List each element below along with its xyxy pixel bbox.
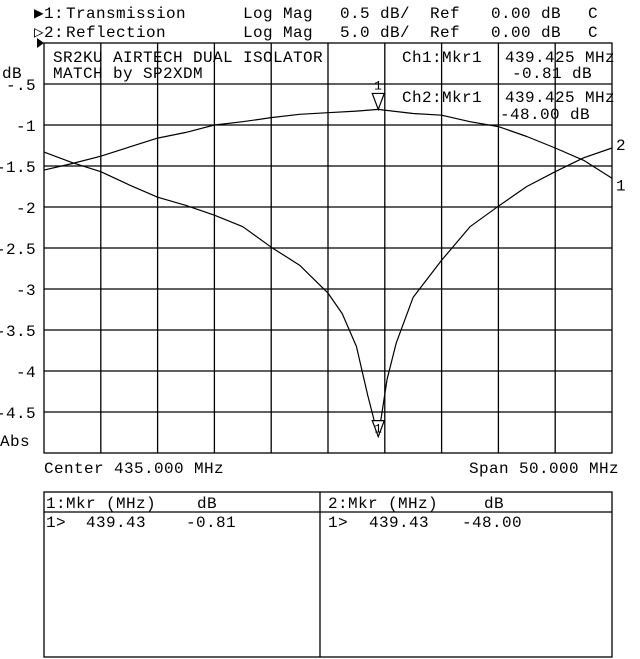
trace-end-label: 1: [616, 177, 626, 195]
channel-1-header: ▶1: Transmission Log Mag 0.5 dB/ Ref 0.0…: [34, 5, 598, 23]
ch1-table-row-freq: 439.43: [86, 514, 146, 532]
title-line-2: MATCH by SP2XDM: [53, 65, 203, 83]
ch1-table-row-db: -0.81: [186, 514, 236, 532]
marker-triangle-icon[interactable]: [371, 92, 386, 112]
channel-1-ref-label: Ref: [430, 5, 460, 23]
reference-position-arrow-icon: [37, 38, 44, 48]
trace-transmission: [43, 108, 613, 179]
y-tick-label: -3.5: [0, 323, 36, 341]
span-frequency: Span 50.000 MHz: [469, 460, 619, 478]
channel-2-indicator: ▷2:: [34, 24, 64, 42]
ch1-marker-freq: 439.425 MHz: [505, 49, 615, 67]
y-tick-label: -4.5: [0, 405, 36, 423]
channel-2-scale: 5.0 dB/: [340, 24, 410, 42]
center-frequency: Center 435.000 MHz: [44, 460, 224, 478]
channel-2-name: Reflection: [66, 24, 166, 42]
y-tick-label: -1: [16, 118, 36, 136]
ch2-table-row-freq: 439.43: [369, 514, 429, 532]
display-mode-label: Abs: [0, 433, 30, 451]
trace-end-label: 2: [616, 137, 626, 155]
ch2-marker-label: Ch2:Mkr1: [402, 89, 482, 107]
marker-number-label: 1: [374, 78, 382, 93]
marker-table: 1:Mkr (MHz) dB 1> 439.43 -0.81 2:Mkr (MH…: [43, 491, 613, 658]
channel-1-flag: C: [588, 5, 598, 23]
trace-reflection: [43, 147, 613, 438]
ch2-table-row-db: -48.00: [462, 514, 522, 532]
ch2-marker-freq: 439.425 MHz: [505, 89, 615, 107]
ch1-marker-label: Ch1:Mkr1: [402, 49, 482, 67]
marker-table-frame: [43, 491, 613, 658]
ch2-table-row-id: 1>: [328, 514, 348, 532]
y-tick-label: -2: [16, 200, 36, 218]
channel-1-indicator: ▶1:: [34, 5, 64, 23]
title-line-1: SR2KU AIRTECH DUAL ISOLATOR: [53, 49, 323, 67]
y-tick-label: -3: [16, 282, 36, 300]
channel-2-ref-label: Ref: [430, 24, 460, 42]
y-tick-label: -2.5: [0, 241, 36, 259]
channel-1-name: Transmission: [66, 5, 186, 23]
ch2-table-header-mkr: 2:Mkr (MHz): [328, 495, 438, 513]
marker-number-label: 1: [374, 422, 382, 437]
plot-grid: [43, 42, 613, 454]
channel-2-flag: C: [588, 24, 598, 42]
ch1-marker-value: -0.81 dB: [512, 65, 592, 83]
traces: 1 1 2 1: [43, 78, 626, 439]
marker-triangle-icon[interactable]: [371, 420, 386, 439]
channel-1-format: Log Mag: [243, 5, 313, 23]
y-tick-label: -.5: [6, 77, 36, 95]
y-tick-label: -4: [16, 364, 36, 382]
y-axis-unit: dB: [2, 65, 22, 83]
y-tick-label: -1.5: [0, 159, 36, 177]
ch1-table-header-mkr: 1:Mkr (MHz): [46, 495, 156, 513]
channel-2-ref: 0.00 dB: [491, 24, 561, 42]
ch2-marker-value: -48.00 dB: [500, 106, 590, 124]
channel-2-format: Log Mag: [243, 24, 313, 42]
ch1-table-header-db: dB: [197, 495, 217, 513]
ch2-table-header-db: dB: [484, 495, 504, 513]
y-axis-tick-labels: -.5 -1 -1.5 -2 -2.5 -3 -3.5 -4 -4.5: [0, 77, 36, 423]
channel-1-scale: 0.5 dB/: [340, 5, 410, 23]
channel-1-ref: 0.00 dB: [491, 5, 561, 23]
ch1-table-row-id: 1>: [46, 514, 66, 532]
channel-2-header: ▷2: Reflection Log Mag 5.0 dB/ Ref 0.00 …: [34, 24, 598, 42]
